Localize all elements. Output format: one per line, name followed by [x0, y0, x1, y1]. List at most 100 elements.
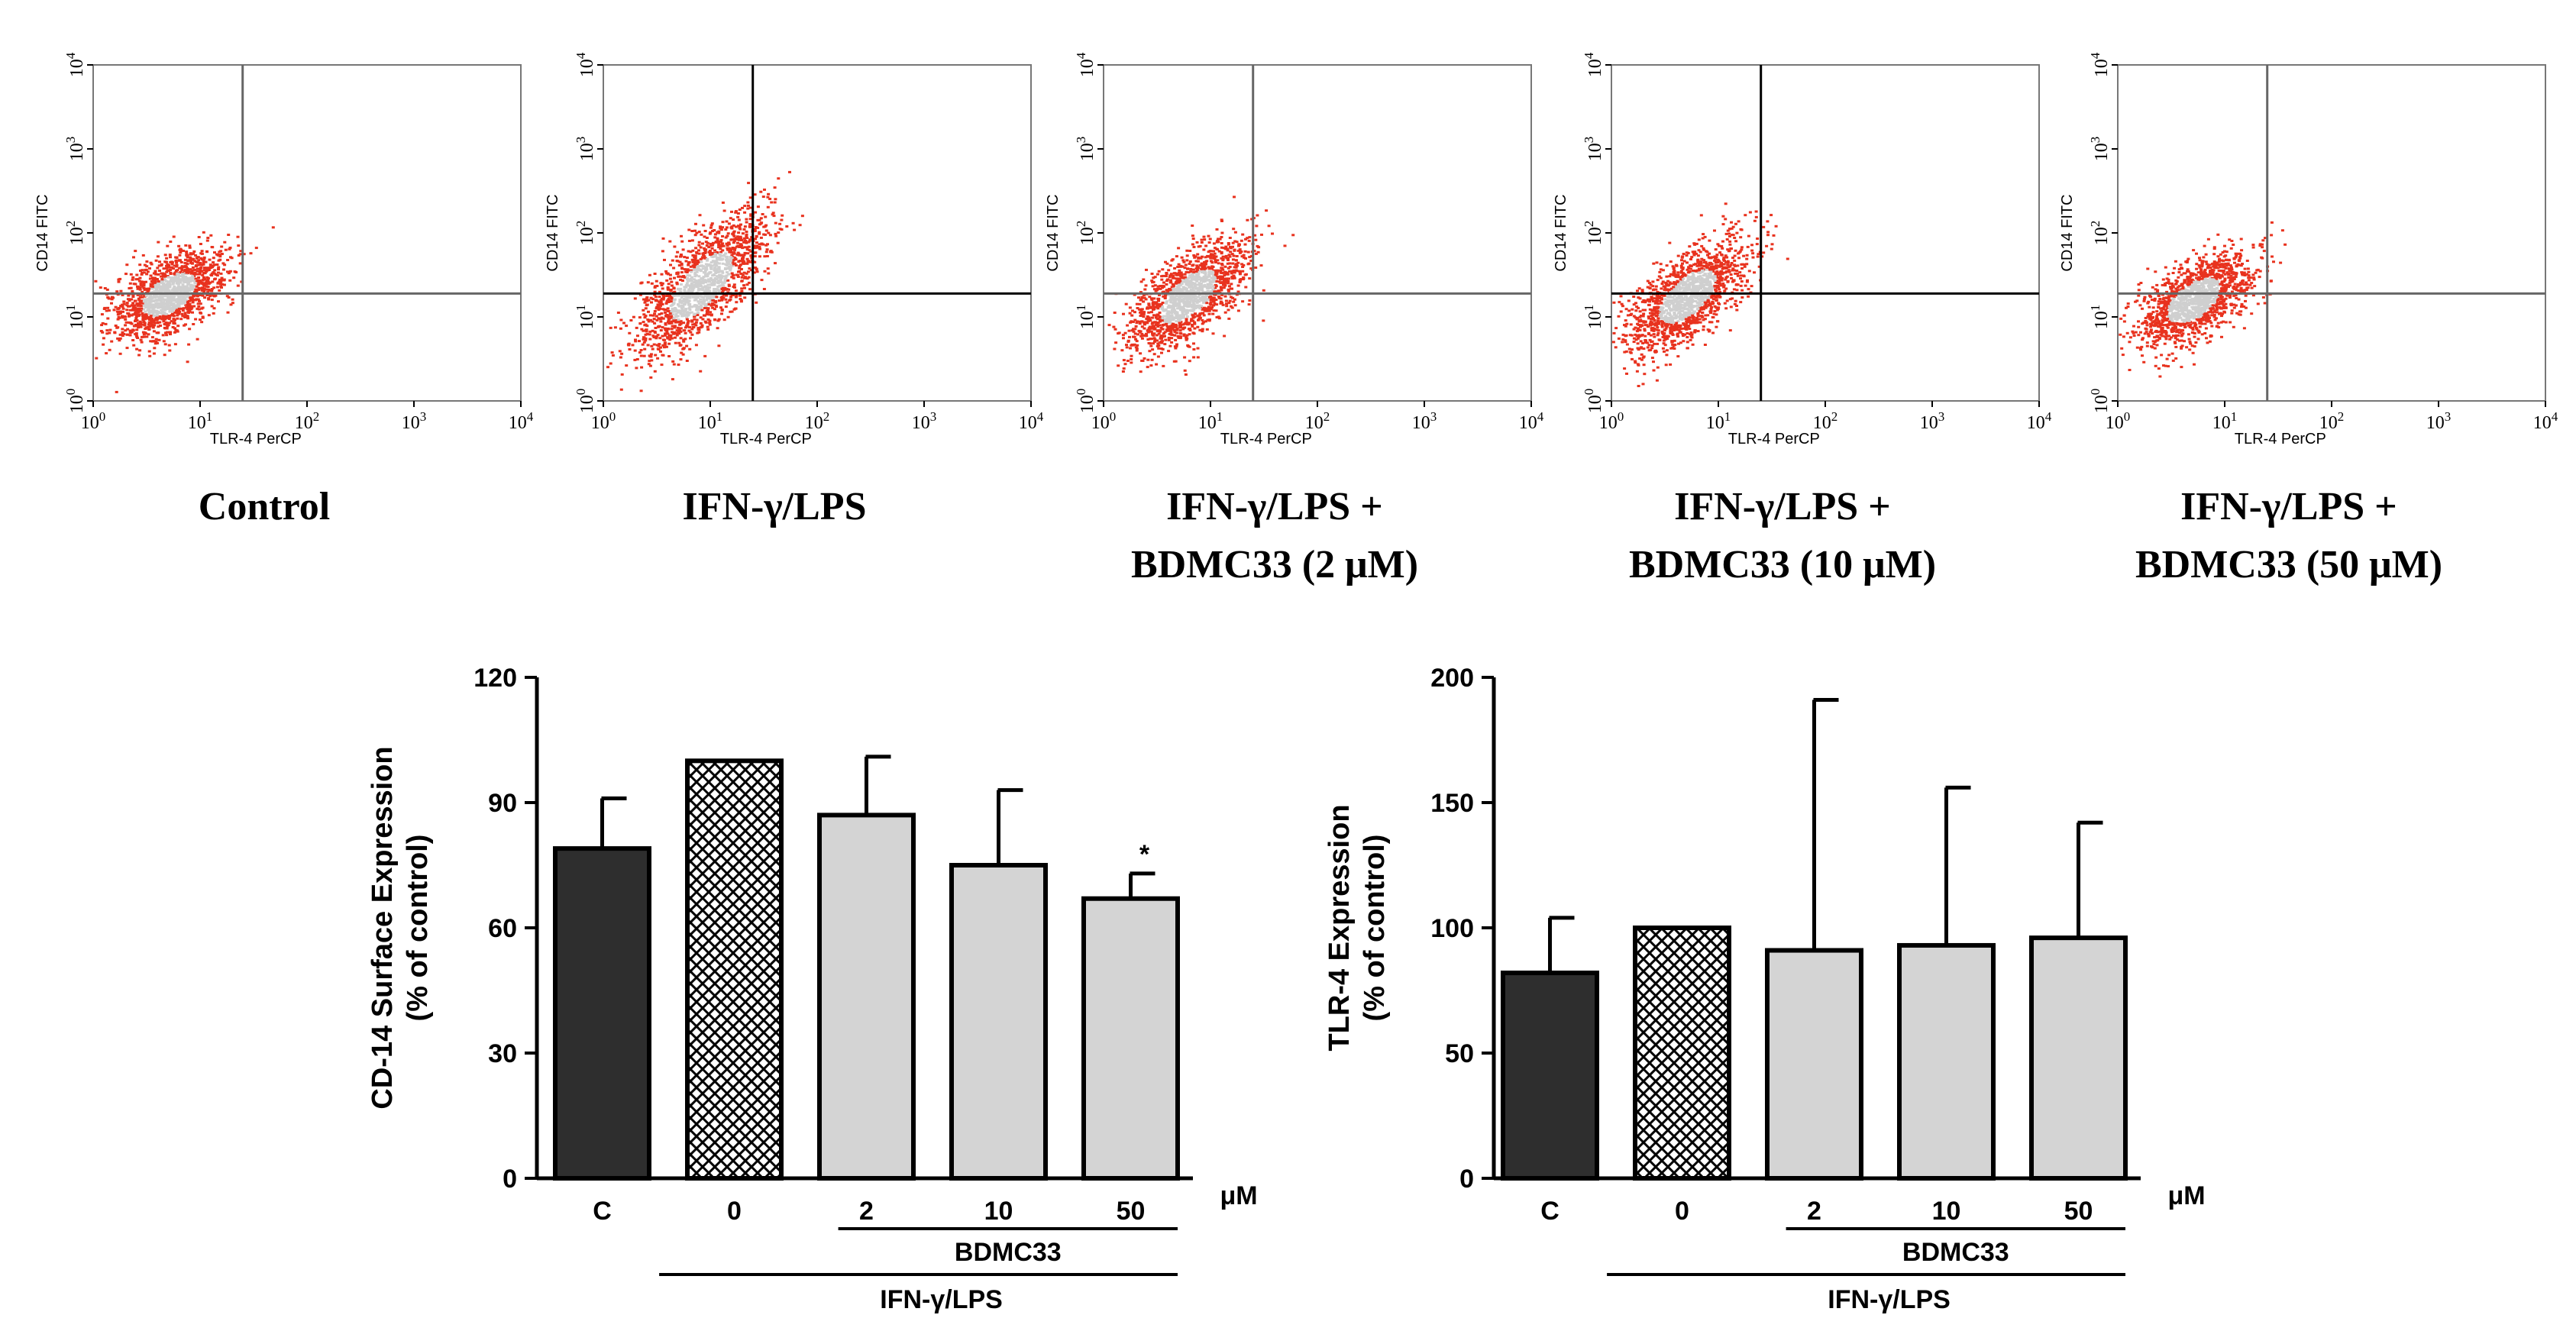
event-dot: [1204, 260, 1207, 263]
event-dot: [178, 278, 182, 281]
event-dot: [133, 304, 137, 307]
event-dot: [696, 331, 700, 334]
event-dot: [1162, 324, 1165, 327]
event-dot: [720, 270, 724, 273]
event-dot: [1177, 271, 1181, 274]
event-dot: [653, 370, 657, 373]
event-dot: [1186, 321, 1190, 325]
event-dot: [1207, 318, 1211, 321]
event-dot: [1169, 296, 1173, 299]
event-dot: [697, 249, 700, 252]
event-dot: [644, 315, 648, 318]
event-dot: [701, 252, 705, 255]
event-dot: [1180, 283, 1184, 286]
event-dot: [196, 307, 199, 310]
event-dot: [648, 333, 651, 336]
event-dot: [680, 234, 683, 237]
event-dot: [690, 333, 694, 336]
event-dot: [732, 231, 735, 234]
event-dot: [154, 273, 158, 276]
event-dot: [128, 299, 131, 302]
event-dot: [1188, 250, 1192, 252]
event-dot: [1757, 253, 1760, 256]
event-dot: [227, 234, 231, 236]
event-dot: [738, 208, 742, 211]
event-dot: [183, 269, 187, 271]
event-dot: [1204, 285, 1207, 288]
event-dot: [1225, 302, 1228, 305]
event-dot: [131, 293, 135, 296]
event-dot: [709, 311, 713, 314]
y-tick-label: 100: [574, 389, 597, 414]
event-dot: [699, 316, 703, 319]
event-dot: [1220, 289, 1223, 292]
event-dot: [1649, 320, 1653, 323]
event-dot: [658, 300, 661, 303]
event-dot: [1624, 339, 1627, 342]
event-dot: [202, 257, 206, 260]
event-dot: [141, 316, 145, 318]
event-dot: [1201, 308, 1204, 311]
event-dot: [684, 308, 688, 311]
event-dot: [763, 188, 766, 191]
y-tick-label: 104: [1074, 52, 1097, 77]
event-dot: [697, 279, 701, 282]
event-dot: [701, 289, 705, 292]
event-dot: [1711, 286, 1715, 289]
event-dot: [150, 318, 154, 321]
event-dot: [619, 318, 623, 321]
event-dot: [1192, 356, 1196, 359]
event-dot: [140, 323, 144, 326]
event-dot: [678, 260, 682, 263]
event-dot: [1662, 321, 1666, 325]
event-dot: [1197, 257, 1201, 260]
event-dot: [1707, 272, 1711, 275]
event-dot: [128, 321, 131, 324]
event-dot: [134, 323, 137, 326]
event-dot: [1175, 314, 1178, 317]
event-dot: [126, 328, 130, 331]
event-dot: [701, 279, 705, 283]
event-dot: [693, 275, 697, 278]
event-dot: [1192, 270, 1196, 273]
event-dot: [189, 308, 193, 311]
event-dot: [651, 314, 655, 317]
event-dot: [670, 280, 674, 283]
event-dot: [652, 343, 656, 346]
event-dot: [733, 257, 737, 260]
event-dot: [722, 284, 726, 287]
event-dot: [1182, 286, 1185, 289]
event-dot: [1160, 319, 1164, 322]
event-dot: [1227, 270, 1231, 273]
event-dot: [1158, 293, 1161, 296]
event-dot: [1210, 306, 1214, 309]
event-dot: [181, 296, 185, 299]
event-dot: [140, 341, 144, 344]
event-dot: [670, 328, 674, 331]
event-dot: [167, 281, 171, 284]
event-dot: [1165, 329, 1169, 332]
event-dot: [638, 351, 642, 354]
event-dot: [138, 287, 142, 289]
event-dot: [200, 270, 204, 273]
event-dot: [700, 309, 704, 312]
event-dot: [112, 296, 115, 299]
event-dot: [748, 206, 752, 209]
event-dot: [189, 284, 193, 287]
event-dot: [717, 231, 721, 234]
event-dot: [1149, 305, 1152, 309]
event-dot: [1145, 321, 1149, 324]
event-dot: [1226, 262, 1230, 265]
event-dot: [697, 269, 701, 271]
event-dot: [99, 286, 102, 289]
event-dot: [188, 299, 191, 302]
x-tick-label: 104: [1519, 409, 1544, 433]
event-dot: [1233, 304, 1237, 307]
event-dot: [108, 328, 112, 331]
event-dot: [691, 264, 695, 267]
event-dot: [1183, 273, 1187, 276]
event-dot: [695, 270, 699, 273]
event-dot: [1203, 263, 1207, 267]
event-dot: [709, 261, 713, 264]
event-dot: [156, 331, 160, 334]
